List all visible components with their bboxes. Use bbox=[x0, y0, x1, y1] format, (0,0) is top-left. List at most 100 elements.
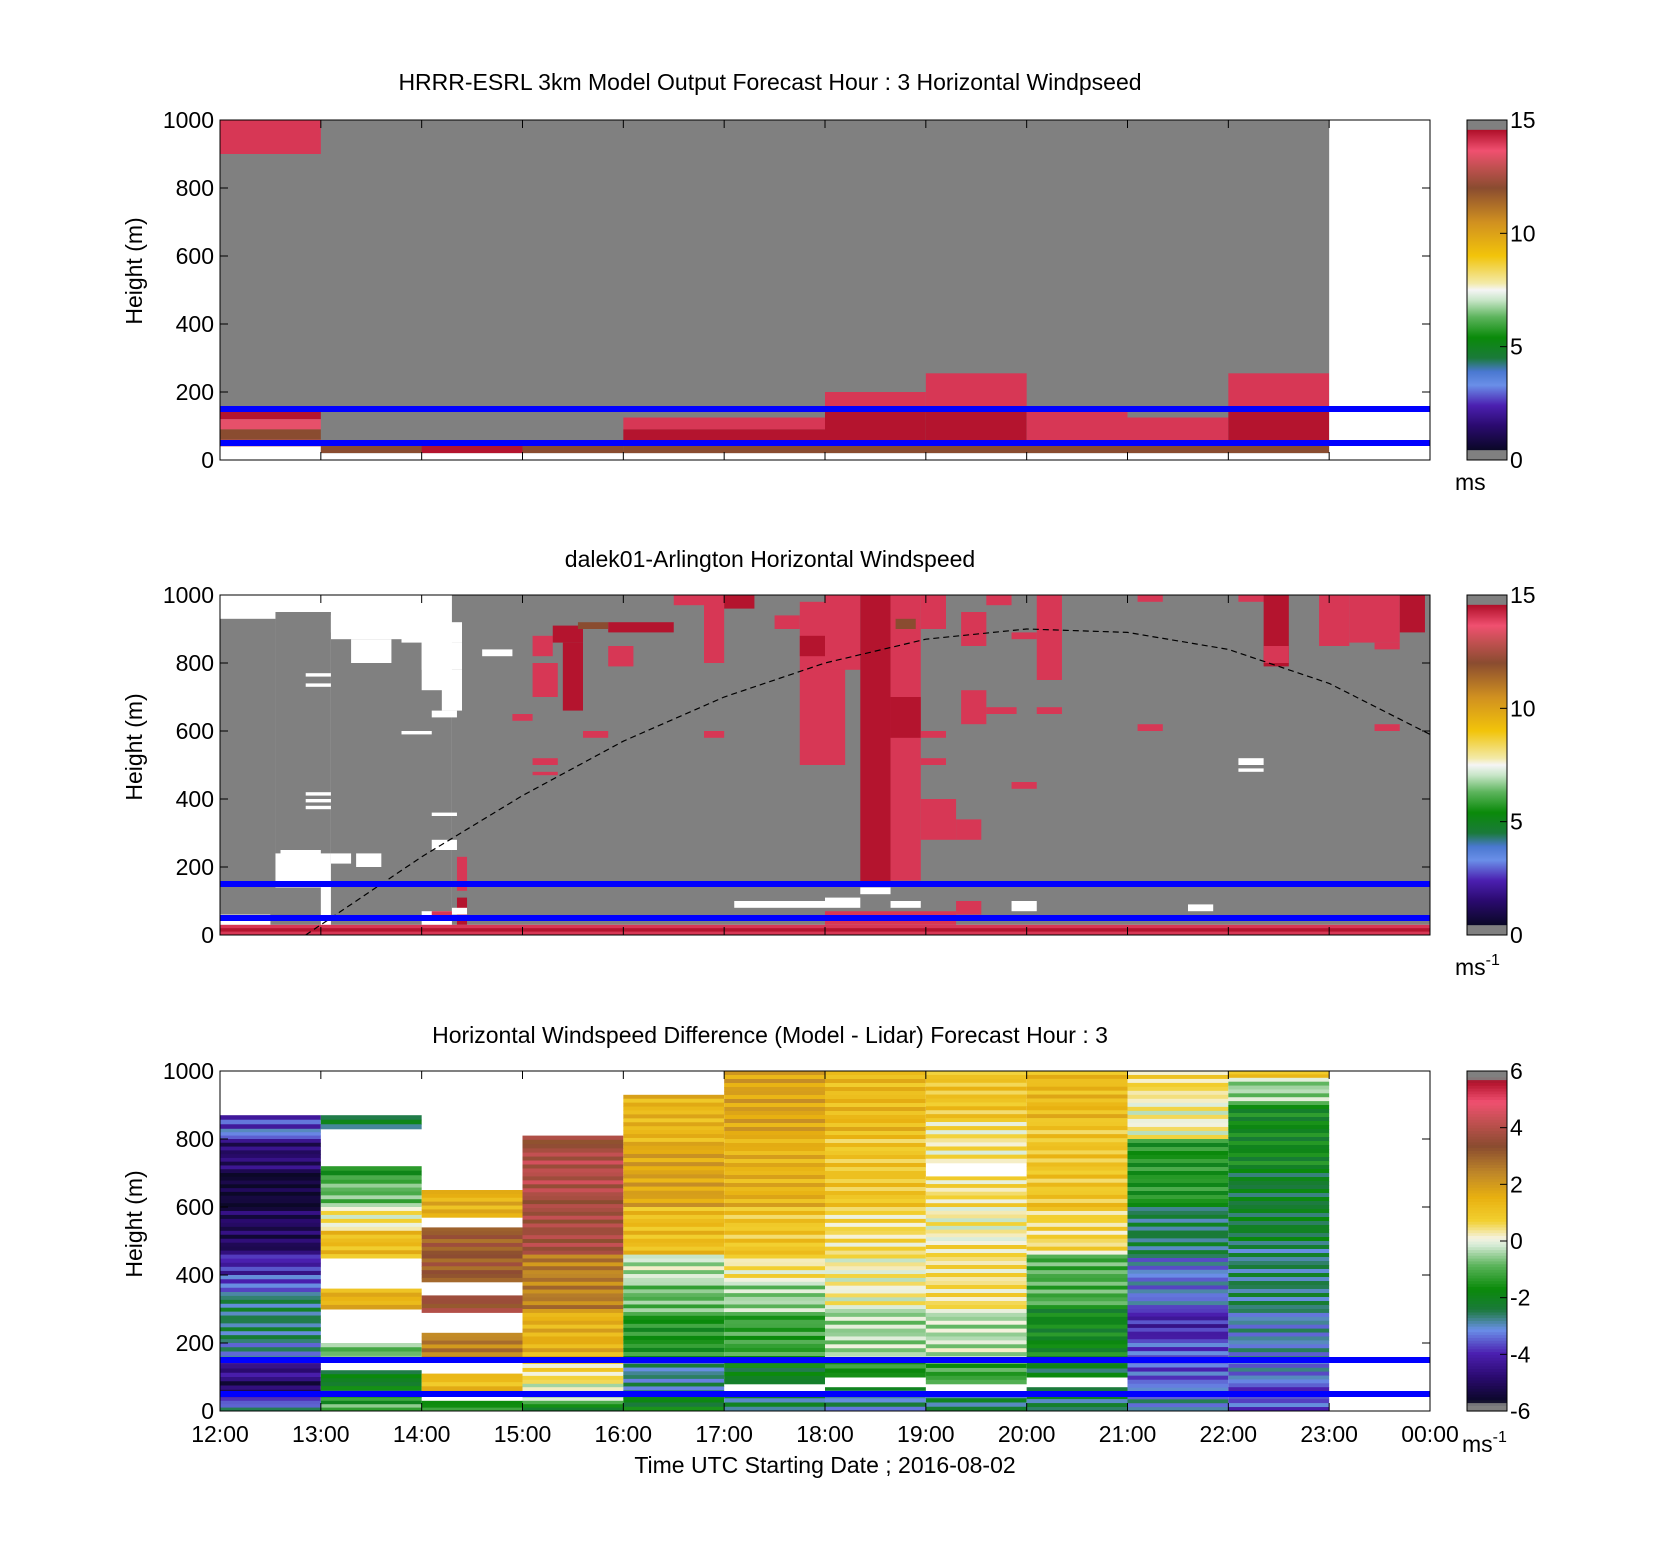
heatmap-cell bbox=[825, 1115, 926, 1120]
heatmap-cell bbox=[1127, 1094, 1229, 1100]
heatmap-cell bbox=[825, 1139, 926, 1144]
heatmap-cell bbox=[522, 1211, 624, 1217]
heatmap-cell bbox=[925, 1176, 1027, 1181]
heatmap-cell bbox=[1127, 1151, 1229, 1156]
heatmap-cell bbox=[421, 1242, 523, 1248]
colorbar-segment bbox=[1467, 1306, 1507, 1310]
heatmap-cell bbox=[724, 1127, 825, 1132]
heatmap-cell bbox=[1228, 1328, 1330, 1334]
heatmap-cell bbox=[825, 1187, 926, 1192]
heatmap-cell bbox=[1127, 1086, 1229, 1092]
heatmap-cell bbox=[522, 1196, 624, 1201]
heatmap-cell bbox=[1127, 1222, 1229, 1228]
heatmap-cell bbox=[724, 1238, 825, 1244]
heatmap-cell bbox=[275, 612, 331, 854]
heatmap-cell bbox=[623, 1182, 725, 1188]
heatmap-cell bbox=[623, 1246, 725, 1252]
heatmap-cell bbox=[1228, 1297, 1330, 1302]
heatmap-cell bbox=[421, 1235, 523, 1240]
heatmap-cell bbox=[522, 1144, 624, 1149]
heatmap-cell bbox=[1228, 1340, 1330, 1345]
heatmap-cell bbox=[825, 1332, 926, 1337]
colorbar-segment bbox=[1467, 1379, 1507, 1384]
heatmap-cell bbox=[1137, 595, 1163, 602]
heatmap-cell bbox=[522, 1200, 624, 1205]
heatmap-cell bbox=[305, 683, 331, 687]
heatmap-cell bbox=[330, 615, 362, 633]
heatmap-cell bbox=[724, 1222, 825, 1228]
heatmap-cell bbox=[623, 1178, 725, 1184]
heatmap-cell bbox=[1026, 1190, 1128, 1196]
colorbar-segment bbox=[1467, 1269, 1507, 1273]
heatmap-cell bbox=[1228, 1209, 1330, 1214]
heatmap-cell bbox=[623, 1102, 725, 1108]
colorbar-tick-label: 15 bbox=[1510, 582, 1536, 608]
heatmap-cell bbox=[724, 1371, 825, 1377]
heatmap-cell bbox=[623, 1285, 725, 1290]
heatmap-cell bbox=[522, 1204, 624, 1209]
heatmap-cell bbox=[1127, 1134, 1229, 1140]
heatmap-cell bbox=[220, 1258, 321, 1264]
heatmap-cell bbox=[925, 1309, 1027, 1314]
heatmap-cell bbox=[623, 1406, 725, 1412]
heatmap-cell bbox=[1228, 1205, 1330, 1210]
heatmap-cell bbox=[1228, 1245, 1330, 1250]
heatmap-cell bbox=[320, 1124, 422, 1130]
heatmap-cell bbox=[925, 1293, 1027, 1298]
heatmap-cell bbox=[431, 812, 457, 816]
heatmap-cell bbox=[623, 1398, 725, 1403]
heatmap-cell bbox=[1228, 1277, 1330, 1282]
colorbar-segment bbox=[1467, 1187, 1507, 1191]
heatmap-cell bbox=[925, 1328, 1027, 1334]
heatmap-cell bbox=[724, 1163, 825, 1168]
heatmap-cell bbox=[1026, 1274, 1128, 1279]
heatmap-cell bbox=[1127, 1130, 1229, 1136]
heatmap-cell bbox=[1127, 1312, 1229, 1318]
heatmap-cell bbox=[320, 1119, 422, 1125]
colorbar-tick-label: 0 bbox=[1510, 922, 1523, 948]
heatmap-cell bbox=[1026, 1246, 1128, 1252]
heatmap-cell bbox=[1228, 1117, 1330, 1122]
heatmap-cell bbox=[1026, 1110, 1128, 1115]
heatmap-cell bbox=[1228, 1273, 1330, 1278]
heatmap-cell bbox=[825, 1352, 926, 1357]
heatmap-cell bbox=[220, 1299, 321, 1305]
heatmap-cell bbox=[623, 1194, 725, 1200]
heatmap-cell bbox=[522, 1227, 624, 1232]
heatmap-cell bbox=[1127, 1379, 1229, 1385]
heatmap-cell bbox=[825, 409, 926, 443]
heatmap-cell bbox=[724, 1135, 825, 1140]
heatmap-cell bbox=[1127, 1305, 1229, 1310]
heatmap-cell bbox=[522, 1135, 624, 1141]
heatmap-cell bbox=[431, 710, 457, 718]
heatmap-cell bbox=[320, 1115, 422, 1121]
heatmap-cell bbox=[724, 1139, 825, 1144]
heatmap-cell bbox=[522, 1397, 624, 1402]
colorbar-segment bbox=[1467, 1088, 1507, 1092]
heatmap-cell bbox=[1026, 1316, 1128, 1322]
heatmap-cell bbox=[925, 1110, 1027, 1115]
heatmap-cell bbox=[522, 1180, 624, 1185]
y-tick-label: 400 bbox=[176, 311, 214, 337]
heatmap-cell bbox=[1026, 409, 1128, 443]
heatmap-cell bbox=[421, 1303, 523, 1309]
heatmap-cell bbox=[825, 1340, 926, 1345]
heatmap-cell bbox=[1228, 1320, 1330, 1326]
heatmap-cell bbox=[220, 1176, 321, 1182]
heatmap-cell bbox=[421, 1308, 523, 1313]
heatmap-cell bbox=[1349, 595, 1400, 643]
heatmap-cell bbox=[1026, 1182, 1128, 1188]
heatmap-cell bbox=[1026, 1142, 1128, 1147]
heatmap-cell bbox=[320, 1238, 422, 1243]
heatmap-cell bbox=[1228, 1153, 1330, 1158]
heatmap-cell bbox=[623, 1110, 725, 1115]
heatmap-cell bbox=[220, 1238, 321, 1244]
heatmap-cell bbox=[1228, 1071, 1330, 1075]
heatmap-cell bbox=[623, 1145, 725, 1151]
heatmap-cell bbox=[623, 1153, 725, 1159]
heatmap-cell bbox=[825, 1127, 926, 1132]
colorbar-segment bbox=[1467, 1096, 1507, 1100]
heatmap-cell bbox=[431, 911, 452, 918]
heatmap-cell bbox=[925, 1261, 1027, 1266]
colorbar-segment bbox=[1467, 1190, 1507, 1194]
